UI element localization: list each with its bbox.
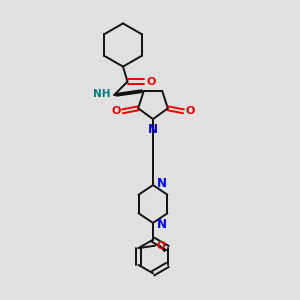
Text: NH: NH <box>93 88 110 99</box>
Text: N: N <box>157 218 166 231</box>
Text: O: O <box>185 106 195 116</box>
Text: O: O <box>146 76 155 87</box>
Text: O: O <box>156 241 165 251</box>
Text: O: O <box>111 106 121 116</box>
Text: N: N <box>148 123 158 136</box>
Text: N: N <box>157 177 166 190</box>
